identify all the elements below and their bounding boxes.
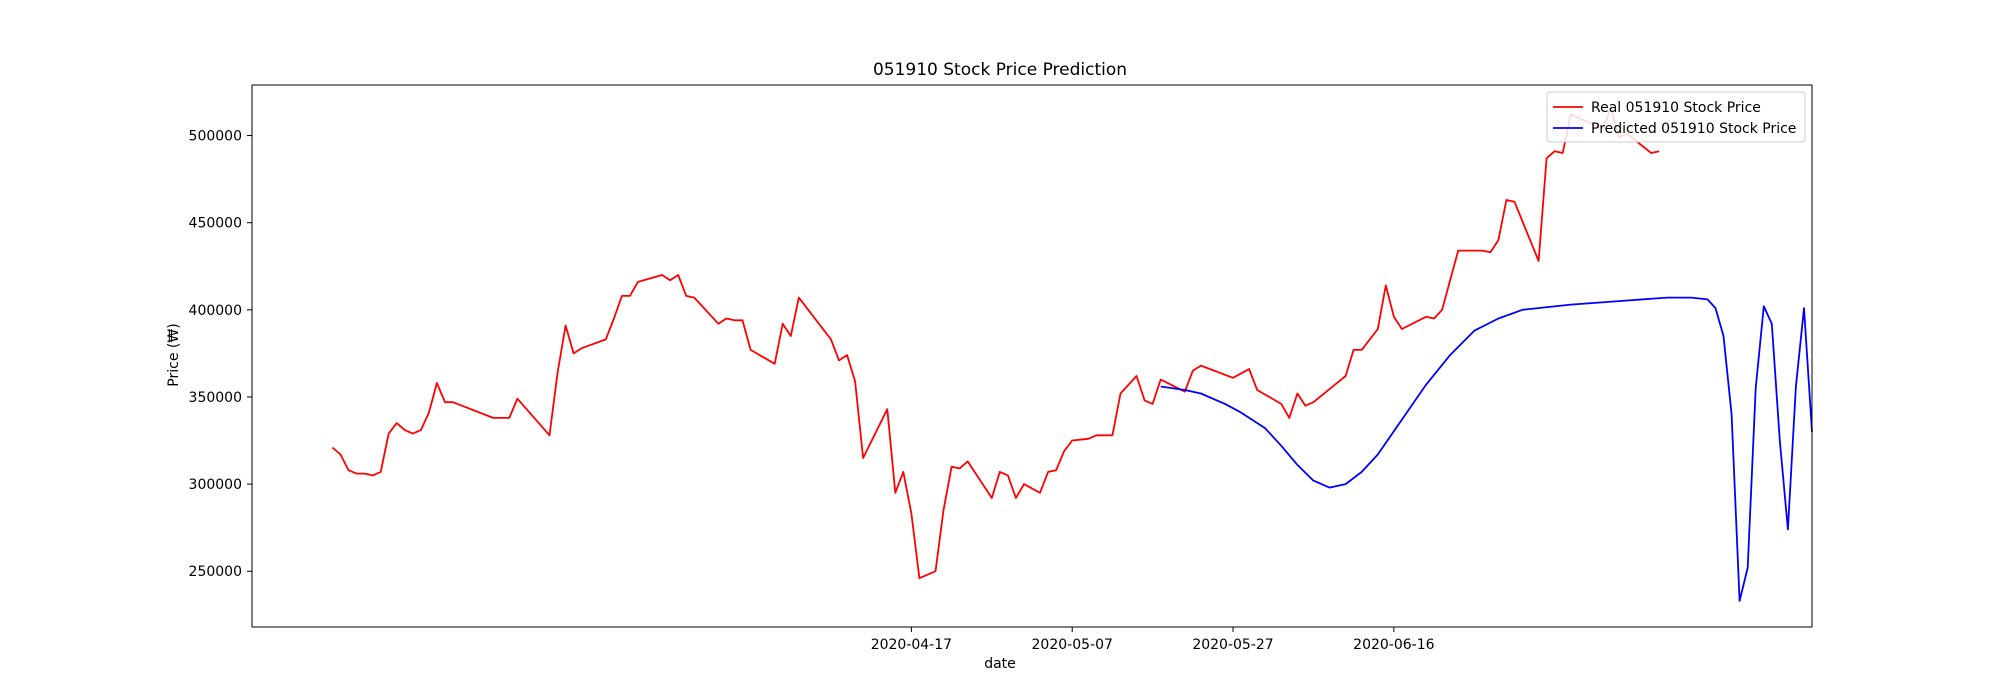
y-tick-label: 350000 — [189, 390, 242, 406]
x-tick-label: 2020-04-17 — [871, 637, 952, 653]
y-tick-label: 450000 — [189, 216, 242, 232]
x-tick-label: 2020-06-16 — [1353, 637, 1434, 653]
series-line-1 — [1160, 296, 1813, 602]
plot-frame — [251, 84, 1813, 628]
axes-layer: 250000 300000 350000 400000 450000 500000 2020… — [189, 84, 1813, 653]
y-tick-label: 250000 — [189, 564, 242, 580]
series-line-0 — [331, 106, 1660, 580]
y-tick-label: 400000 — [189, 303, 242, 319]
chart-title: 051910 Stock Price Prediction — [873, 60, 1127, 80]
legend-label-0: Real 051910 Stock Price — [1591, 100, 1761, 116]
legend-box — [1546, 91, 1806, 143]
x-axis-label: date — [984, 656, 1016, 672]
legend-label-1: Predicted 051910 Stock Price — [1591, 121, 1796, 137]
series-layer — [331, 106, 1813, 602]
y-axis-label: Price (₩) — [166, 323, 182, 386]
x-tick-label: 2020-05-27 — [1192, 637, 1273, 653]
y-tick-label: 500000 — [189, 129, 242, 145]
y-tick-label: 300000 — [189, 477, 242, 493]
x-tick-label: 2020-05-07 — [1032, 637, 1113, 653]
legend: Real 051910 Stock Price Predicted 051910 … — [1546, 91, 1806, 143]
